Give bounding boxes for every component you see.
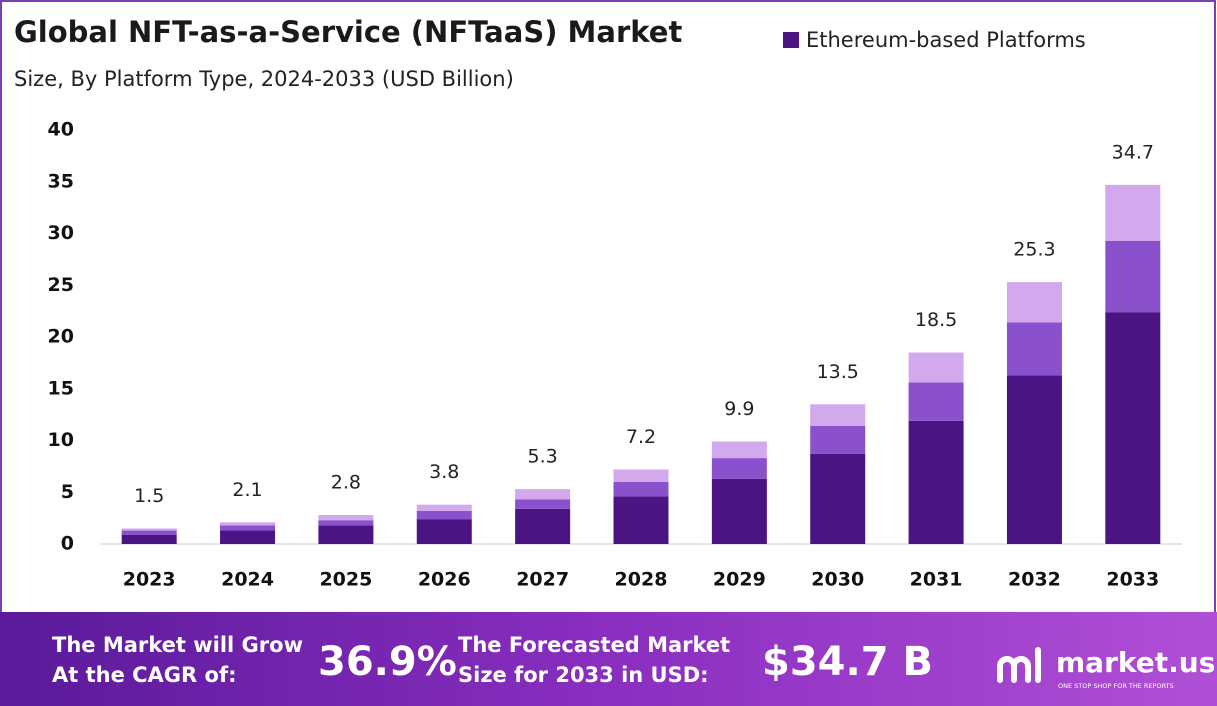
- bar-segment: [810, 426, 866, 454]
- total-label: 34.7: [1112, 141, 1154, 163]
- bar-segment: [613, 481, 669, 497]
- x-tick-label: 2025: [319, 569, 372, 591]
- bar-segment: [1105, 240, 1161, 313]
- bar-segment: [220, 530, 276, 544]
- bar-segment: [810, 453, 866, 544]
- footer-band: [0, 612, 1217, 706]
- bar-segment: [515, 489, 571, 500]
- brand-logo: [997, 647, 1041, 683]
- bar-segment: [711, 458, 767, 479]
- bar-segment: [121, 530, 177, 535]
- bar-segment: [908, 382, 964, 421]
- forecast-value: $34.7 B: [762, 639, 933, 685]
- x-tick-label: 2032: [1008, 569, 1061, 591]
- bar-segment: [416, 510, 472, 520]
- chart-title: Global NFT-as-a-Service (NFTaaS) Market: [14, 15, 682, 49]
- bar-segment: [515, 508, 571, 544]
- total-label: 5.3: [528, 446, 558, 468]
- bar-segment: [908, 352, 964, 383]
- bar-segment: [1006, 282, 1062, 323]
- bar-segment: [711, 441, 767, 459]
- x-tick-label: 2031: [910, 569, 963, 591]
- x-tick-label: 2026: [418, 569, 471, 591]
- bar-segment: [908, 420, 964, 544]
- bar-segment: [711, 478, 767, 544]
- total-label: 7.2: [626, 426, 656, 448]
- total-label: 3.8: [429, 461, 459, 483]
- y-tick-label: 20: [48, 326, 74, 348]
- bar-segment: [1105, 312, 1161, 544]
- bar-segment: [121, 534, 177, 544]
- y-tick-label: 25: [48, 274, 74, 296]
- legend-label: Ethereum-based Platforms: [806, 28, 1086, 52]
- brand-name: market.us: [1056, 646, 1215, 679]
- cagr-value: 36.9%: [318, 639, 457, 685]
- total-label: 2.1: [232, 479, 262, 501]
- y-tick-label: 40: [48, 119, 74, 141]
- x-tick-label: 2029: [713, 569, 766, 591]
- total-label: 9.9: [724, 398, 754, 420]
- brand-tagline: ONE STOP SHOP FOR THE REPORTS: [1058, 682, 1174, 690]
- bar-segment: [318, 520, 374, 526]
- forecast-text: The Forecasted Market: [458, 633, 730, 657]
- total-label: 18.5: [915, 309, 957, 331]
- y-tick-label: 5: [61, 481, 74, 503]
- bar-segment: [220, 522, 276, 526]
- x-tick-label: 2030: [811, 569, 864, 591]
- bar-segment: [810, 404, 866, 427]
- x-tick-label: 2033: [1106, 569, 1159, 591]
- y-tick-label: 35: [48, 170, 74, 192]
- x-tick-label: 2028: [615, 569, 668, 591]
- bar-segment: [613, 469, 669, 482]
- bar-segment: [416, 504, 472, 511]
- bar-segment: [515, 499, 571, 509]
- bar-segment: [1105, 184, 1161, 241]
- x-tick-label: 2027: [516, 569, 569, 591]
- cagr-text: The Market will Grow: [52, 633, 303, 657]
- forecast-text: Size for 2033 in USD:: [458, 663, 709, 687]
- cagr-text: At the CAGR of:: [52, 663, 237, 687]
- bar-segment: [416, 519, 472, 544]
- y-tick-label: 10: [48, 429, 74, 451]
- y-tick-label: 0: [61, 533, 74, 555]
- y-tick-label: 15: [48, 377, 74, 399]
- x-tick-label: 2023: [123, 569, 176, 591]
- bar-segment: [318, 525, 374, 544]
- total-label: 1.5: [134, 485, 164, 507]
- total-label: 13.5: [817, 361, 859, 383]
- total-label: 25.3: [1013, 239, 1055, 261]
- bar-segment: [1006, 322, 1062, 376]
- total-label: 2.8: [331, 472, 361, 494]
- bar-segment: [318, 515, 374, 521]
- bar-segment: [220, 525, 276, 531]
- bar-segment: [613, 496, 669, 544]
- y-tick-label: 30: [48, 222, 74, 244]
- bar-segment: [121, 528, 177, 531]
- bar-segment: [1006, 375, 1062, 544]
- chart-subtitle: Size, By Platform Type, 2024-2033 (USD B…: [14, 67, 514, 91]
- x-tick-label: 2024: [221, 569, 274, 591]
- legend-swatch: [783, 32, 799, 48]
